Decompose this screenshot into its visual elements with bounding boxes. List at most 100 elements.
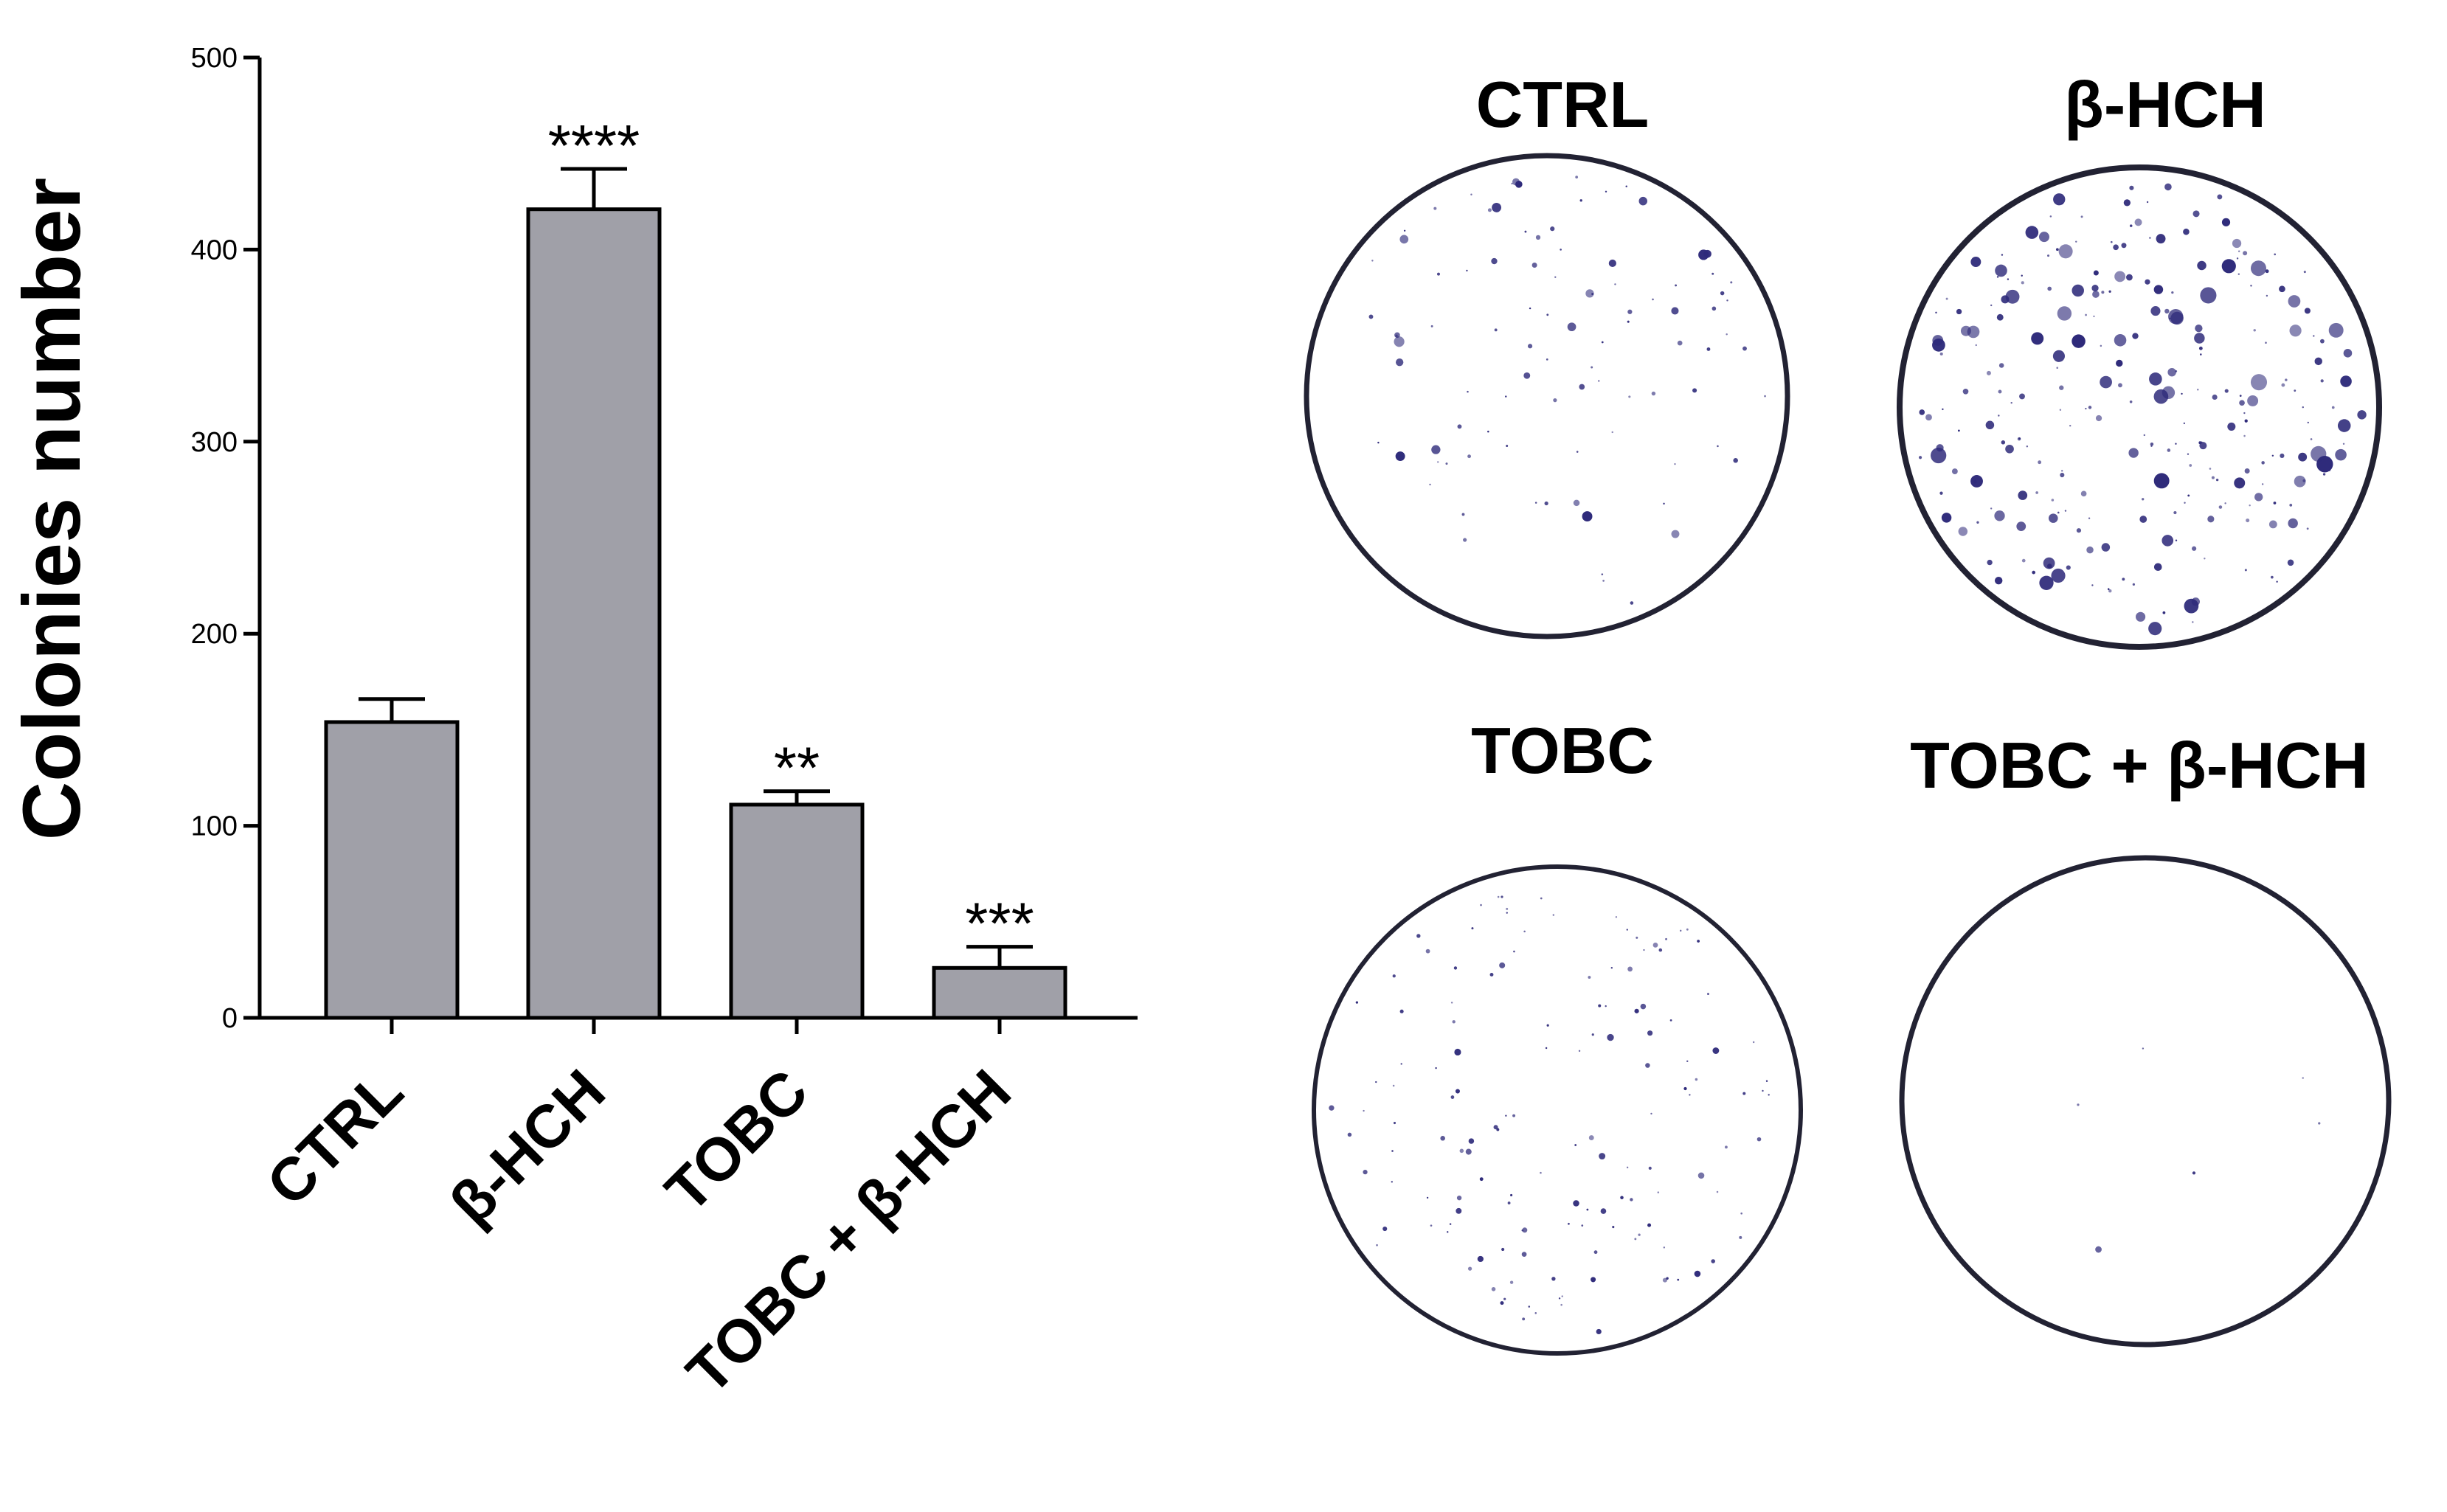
colony-dot — [2100, 375, 2112, 389]
colony-dot — [1554, 276, 1557, 278]
dish-tobc-bhch — [1899, 855, 2392, 1348]
colony-dot — [1634, 1008, 1639, 1013]
colony-dot — [1461, 513, 1465, 516]
colony-dot — [1546, 358, 1548, 361]
colony-dot — [1552, 914, 1555, 916]
colony-dot — [1382, 1226, 1388, 1232]
colony-dot — [1942, 408, 1944, 411]
colony-dot — [1493, 1125, 1498, 1130]
colony-dot — [2302, 1077, 2304, 1079]
colony-dot — [1368, 314, 1374, 319]
colony-dot — [2304, 308, 2311, 314]
bar — [729, 802, 865, 1020]
colony-dot — [2237, 250, 2240, 252]
colony-dot — [2156, 234, 2166, 244]
colony-dot — [1582, 511, 1593, 522]
colony-dot — [2268, 520, 2277, 529]
colony-dot — [2195, 324, 2203, 333]
colony-dot — [1707, 993, 1709, 996]
colony-dot — [1724, 1145, 1728, 1149]
colony-dot — [2085, 407, 2087, 410]
colony-dot — [1647, 1030, 1653, 1036]
colony-dot — [2217, 194, 2223, 200]
colony-dot — [1945, 297, 1948, 300]
colony-dot — [2123, 199, 2131, 207]
colony-dot — [1499, 962, 1506, 968]
colony-dot — [2019, 393, 2025, 400]
colony-dot — [2270, 575, 2274, 579]
colony-dot — [1986, 370, 1991, 375]
colony-dot — [1522, 1317, 1526, 1321]
colony-dot — [1437, 272, 1440, 276]
dish-tobc — [1312, 864, 1803, 1356]
colony-dot — [1615, 916, 1618, 918]
colony-dot — [1491, 1287, 1496, 1291]
colony-dot — [2072, 334, 2086, 348]
colony-dot — [1669, 1019, 1672, 1022]
colony-dot — [2198, 346, 2203, 350]
colony-dot — [1605, 190, 1607, 193]
colony-dot — [1487, 208, 1492, 212]
colony-dot — [1739, 1235, 1742, 1239]
colony-dot — [1593, 1250, 1598, 1255]
colony-dot — [1996, 313, 2004, 321]
colony-dot — [1976, 521, 1979, 524]
colony-dot — [2076, 528, 2082, 533]
colony-dot — [1545, 1047, 1548, 1050]
colony-dot — [2314, 357, 2322, 366]
colony-dot — [1674, 462, 1676, 465]
colony-dot — [2287, 559, 2294, 566]
colony-dot — [2237, 273, 2240, 275]
colony-dot — [2342, 443, 2345, 445]
colony-dot — [1764, 395, 1766, 398]
colony-dot — [1614, 283, 1616, 285]
colony-dot — [1506, 907, 1509, 910]
colony-dot — [1455, 1089, 1460, 1094]
colony-dot — [1513, 950, 1515, 953]
colony-dot — [1689, 1094, 1691, 1096]
colony-dot — [2069, 425, 2072, 427]
colony-dot — [2001, 440, 2006, 445]
colony-dot — [1433, 207, 1437, 210]
colony-dot — [1578, 1050, 1581, 1052]
colony-dot — [1506, 445, 1509, 448]
dish-bhch-colonies — [1918, 183, 2367, 636]
colony-dot — [2031, 332, 2044, 345]
colony-dot — [2322, 473, 2326, 476]
colony-dot — [2285, 378, 2288, 381]
colony-dot — [1540, 1171, 1542, 1174]
colony-dot — [2199, 353, 2202, 356]
colony-dot — [1546, 1024, 1549, 1027]
colony-dot — [1742, 1092, 1746, 1095]
colony-dot — [2091, 584, 2094, 586]
colony-dot — [1627, 320, 1630, 323]
colony-dot — [1551, 1277, 1556, 1281]
colony-dot — [1998, 363, 2004, 368]
colony-dot — [2192, 1171, 2196, 1175]
colony-dot — [1935, 311, 1937, 314]
colony-dot — [1605, 1005, 1607, 1008]
colony-dot — [1756, 1137, 1762, 1142]
colony-dot — [2254, 493, 2263, 502]
colony-dot — [2224, 389, 2229, 393]
colony-dot — [1692, 388, 1697, 393]
x-tick-label: CTRL — [255, 1057, 416, 1218]
colony-dot — [1503, 1297, 1506, 1300]
bar — [324, 720, 460, 1020]
colony-dot — [2134, 218, 2142, 226]
colony-dot — [1431, 445, 1441, 454]
colony-dot — [1393, 1121, 1396, 1125]
colony-dot — [2150, 306, 2161, 316]
colony-dot — [1579, 199, 1582, 202]
colony-dot — [1450, 1002, 1453, 1004]
colony-dot — [2289, 325, 2302, 337]
colony-dot — [2051, 568, 2066, 583]
colony-dot — [1529, 307, 1531, 310]
colony-dot — [2249, 504, 2251, 507]
colony-dot — [1716, 1190, 1719, 1193]
colony-dot — [1457, 424, 1462, 429]
colony-dot — [1403, 229, 1406, 232]
